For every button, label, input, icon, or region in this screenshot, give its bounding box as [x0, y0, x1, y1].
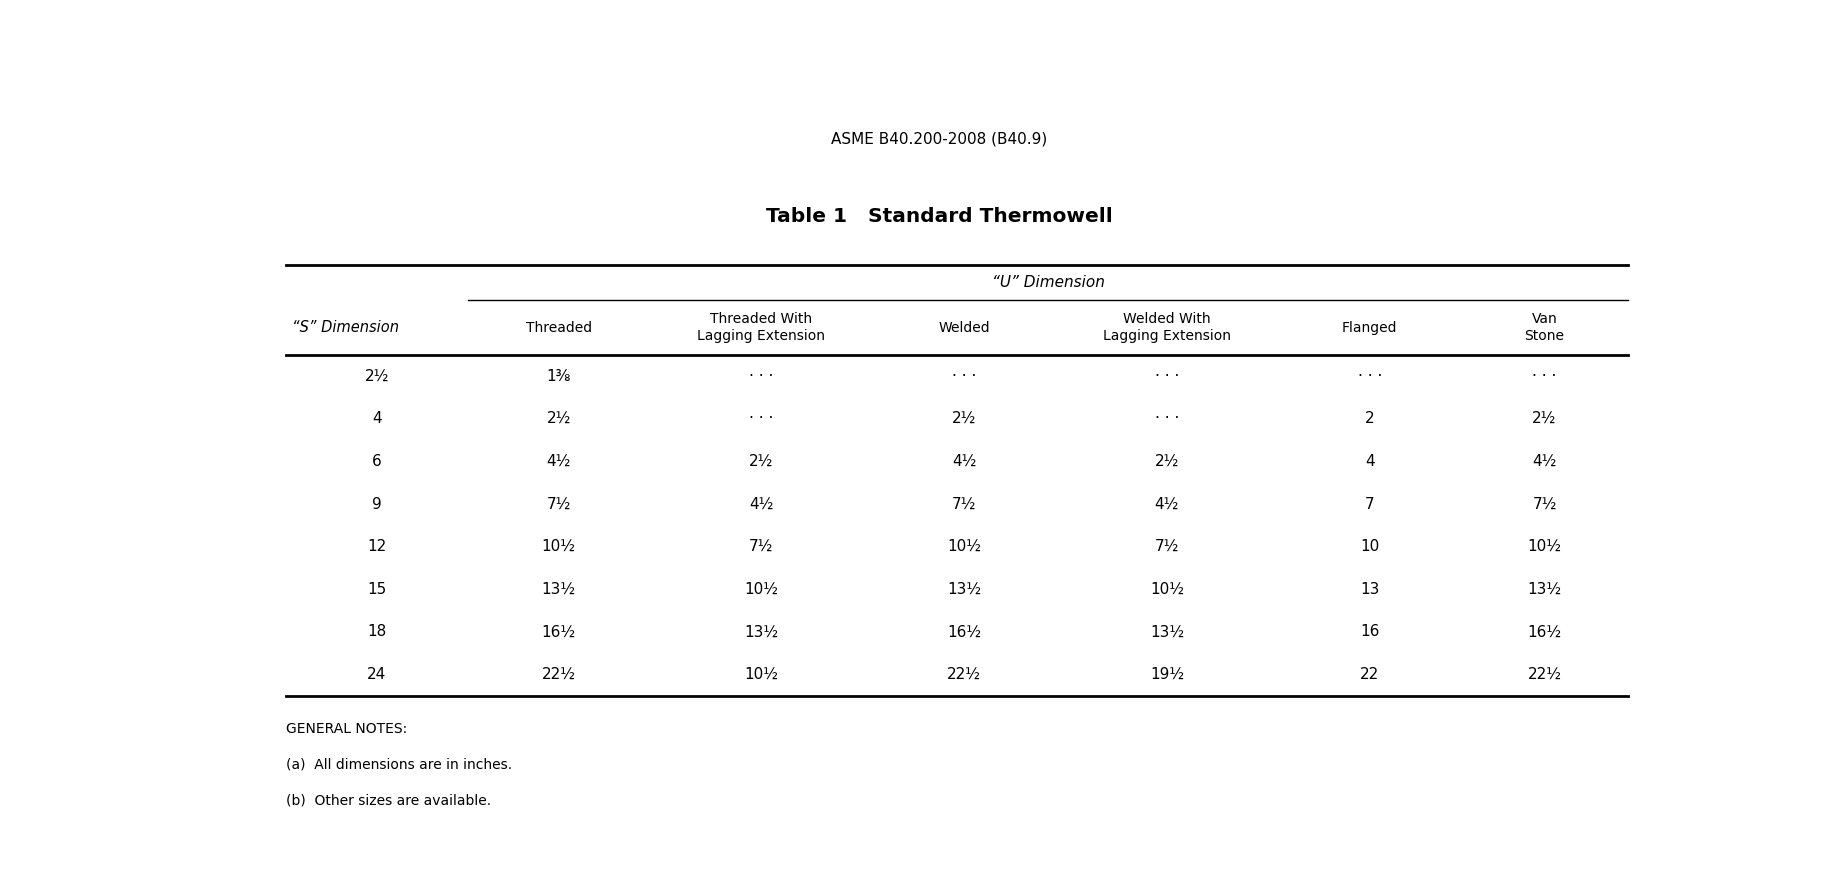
Text: · · ·: · · ·: [951, 369, 976, 384]
Text: 10½: 10½: [744, 667, 779, 682]
Text: 13: 13: [1359, 582, 1379, 597]
Text: 24: 24: [366, 667, 387, 682]
Text: 7½: 7½: [1532, 497, 1555, 512]
Text: 10½: 10½: [947, 539, 980, 555]
Text: 10½: 10½: [744, 582, 779, 597]
Text: Table 1   Standard Thermowell: Table 1 Standard Thermowell: [766, 207, 1112, 226]
Text: 15: 15: [366, 582, 387, 597]
Text: 2½: 2½: [365, 369, 388, 384]
Text: 2½: 2½: [546, 412, 570, 426]
Text: 10½: 10½: [1526, 539, 1561, 555]
Text: Welded With
Lagging Extension: Welded With Lagging Extension: [1103, 312, 1231, 344]
Text: 16½: 16½: [1526, 624, 1561, 639]
Text: 4½: 4½: [951, 454, 976, 469]
Text: 4: 4: [372, 412, 381, 426]
Text: 7½: 7½: [1154, 539, 1178, 555]
Text: (b)  Other sizes are available.: (b) Other sizes are available.: [286, 794, 491, 807]
Text: 2½: 2½: [1154, 454, 1178, 469]
Text: 13½: 13½: [1526, 582, 1561, 597]
Text: · · ·: · · ·: [1154, 412, 1178, 426]
Text: 18: 18: [366, 624, 387, 639]
Text: 16: 16: [1359, 624, 1379, 639]
Text: 1⅜: 1⅜: [546, 369, 570, 384]
Text: Welded: Welded: [938, 321, 989, 335]
Text: 10: 10: [1359, 539, 1378, 555]
Text: 4½: 4½: [546, 454, 570, 469]
Text: 4½: 4½: [1154, 497, 1178, 512]
Text: 2½: 2½: [951, 412, 976, 426]
Text: · · ·: · · ·: [749, 412, 773, 426]
Text: Threaded: Threaded: [526, 321, 592, 335]
Text: 13½: 13½: [947, 582, 980, 597]
Text: 4½: 4½: [1532, 454, 1555, 469]
Text: · · ·: · · ·: [1532, 369, 1555, 384]
Text: · · ·: · · ·: [749, 369, 773, 384]
Text: Van
Stone: Van Stone: [1524, 312, 1565, 344]
Text: 4: 4: [1365, 454, 1374, 469]
Text: 7½: 7½: [951, 497, 976, 512]
Text: 7: 7: [1365, 497, 1374, 512]
Text: “S” Dimension: “S” Dimension: [291, 320, 398, 335]
Text: 4½: 4½: [749, 497, 773, 512]
Text: 13½: 13½: [540, 582, 575, 597]
Text: (a)  All dimensions are in inches.: (a) All dimensions are in inches.: [286, 758, 511, 772]
Text: · · ·: · · ·: [1154, 369, 1178, 384]
Text: Threaded With
Lagging Extension: Threaded With Lagging Extension: [696, 312, 824, 344]
Text: 2½: 2½: [1532, 412, 1555, 426]
Text: 22½: 22½: [540, 667, 575, 682]
Text: 22½: 22½: [947, 667, 980, 682]
Text: 12: 12: [366, 539, 387, 555]
Text: Flanged: Flanged: [1341, 321, 1396, 335]
Text: · · ·: · · ·: [1358, 369, 1381, 384]
Text: ASME B40.200-2008 (B40.9): ASME B40.200-2008 (B40.9): [832, 131, 1046, 146]
Text: 16½: 16½: [947, 624, 980, 639]
Text: 9: 9: [372, 497, 381, 512]
Text: 16½: 16½: [540, 624, 575, 639]
Text: 10½: 10½: [540, 539, 575, 555]
Text: 6: 6: [372, 454, 381, 469]
Text: 22½: 22½: [1526, 667, 1561, 682]
Text: 7½: 7½: [749, 539, 773, 555]
Text: “U” Dimension: “U” Dimension: [991, 275, 1105, 290]
Text: 10½: 10½: [1149, 582, 1183, 597]
Text: 19½: 19½: [1149, 667, 1183, 682]
Text: 13½: 13½: [744, 624, 779, 639]
Text: 2: 2: [1365, 412, 1374, 426]
Text: 22: 22: [1359, 667, 1378, 682]
Text: 7½: 7½: [546, 497, 570, 512]
Text: 2½: 2½: [749, 454, 773, 469]
Text: GENERAL NOTES:: GENERAL NOTES:: [286, 722, 407, 736]
Text: 13½: 13½: [1149, 624, 1183, 639]
